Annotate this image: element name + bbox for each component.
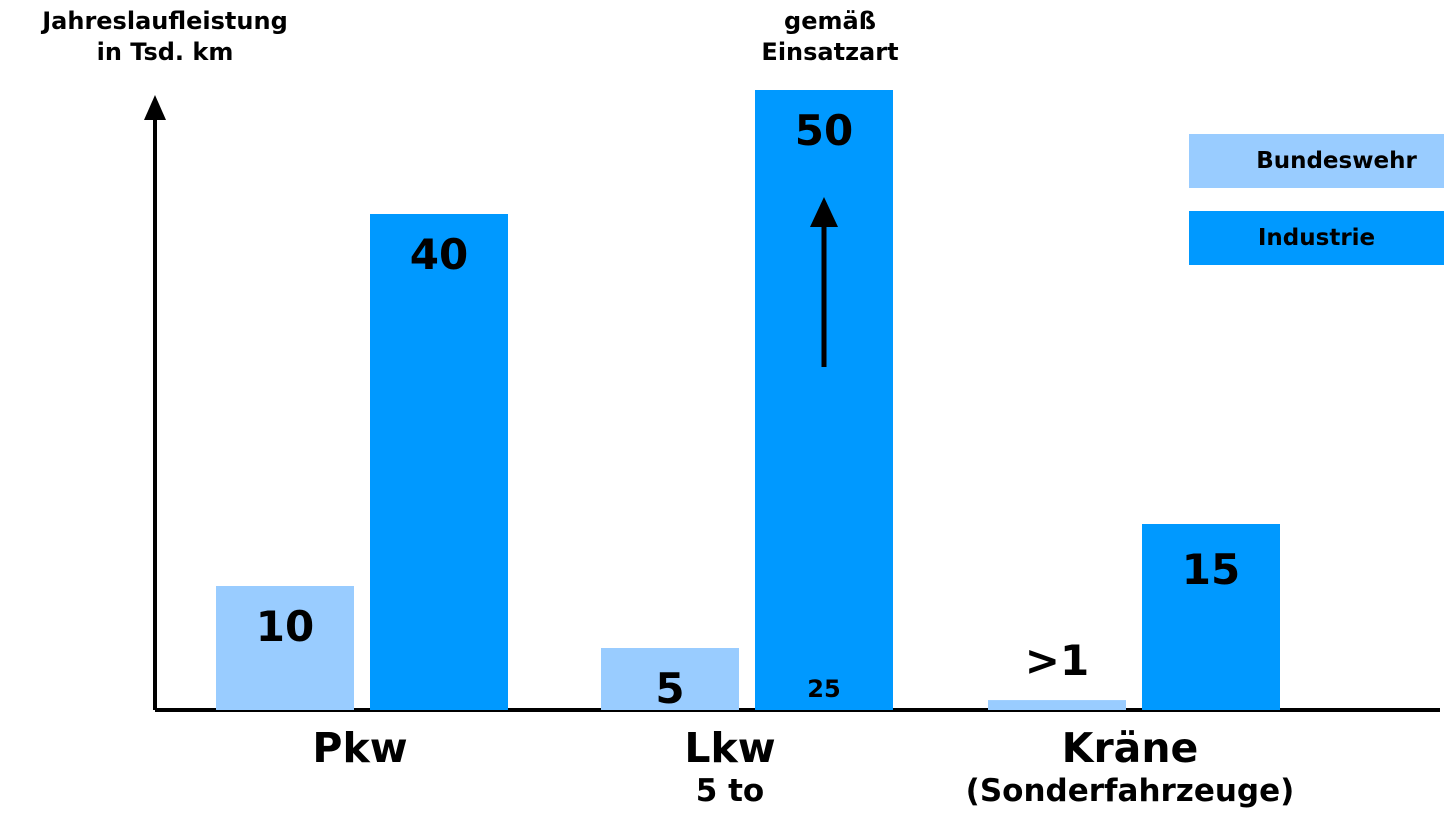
category-label-pkw: Pkw	[312, 724, 408, 772]
data-label-lkw-base: 25	[807, 675, 840, 703]
y-axis-label-line2: in Tsd. km	[96, 38, 234, 66]
y-axis-label-line1: Jahreslaufleistung	[42, 7, 288, 35]
category-label-lkw: Lkw	[684, 724, 776, 772]
increase-arrow-icon	[810, 197, 838, 227]
bar-bundeswehr-0	[216, 586, 354, 710]
category-kraene: Kräne (Sonderfahrzeuge)	[930, 724, 1330, 810]
category-pkw: Pkw	[260, 724, 460, 772]
data-label-bundeswehr-1: 5	[655, 664, 684, 713]
bar-bundeswehr-2	[988, 700, 1126, 710]
category-label-kraene: Kräne	[1061, 724, 1199, 772]
data-label-bundeswehr-0: 10	[256, 602, 314, 651]
legend-item-industrie: Industrie	[1189, 211, 1444, 265]
annotation-line2: Einsatzart	[761, 38, 899, 66]
legend-label-industrie: Industrie	[1257, 225, 1376, 251]
legend-label-bundeswehr: Bundeswehr	[1256, 148, 1417, 174]
bar-industrie-1	[755, 90, 893, 710]
category-sublabel-lkw: 5 to	[695, 773, 765, 809]
y-axis-arrowhead	[144, 95, 166, 120]
bar-industrie-2	[1142, 524, 1280, 710]
y-axis-label: Jahreslaufleistung in Tsd. km	[0, 6, 330, 68]
annotation: gemäß Einsatzart	[735, 6, 925, 68]
category-lkw: Lkw 5 to	[630, 724, 830, 810]
bar-industrie-0	[370, 214, 508, 710]
legend-item-bundeswehr: Bundeswehr	[1189, 134, 1444, 188]
data-label-industrie-2: 15	[1182, 545, 1240, 594]
data-label-bundeswehr-2: >1	[1025, 636, 1089, 685]
data-label-industrie-0: 40	[410, 230, 468, 279]
bar-bundeswehr-1	[601, 648, 739, 710]
annotation-line1: gemäß	[784, 7, 876, 35]
category-sublabel-kraene: (Sonderfahrzeuge)	[965, 773, 1295, 809]
data-label-industrie-1: 50	[795, 106, 853, 155]
